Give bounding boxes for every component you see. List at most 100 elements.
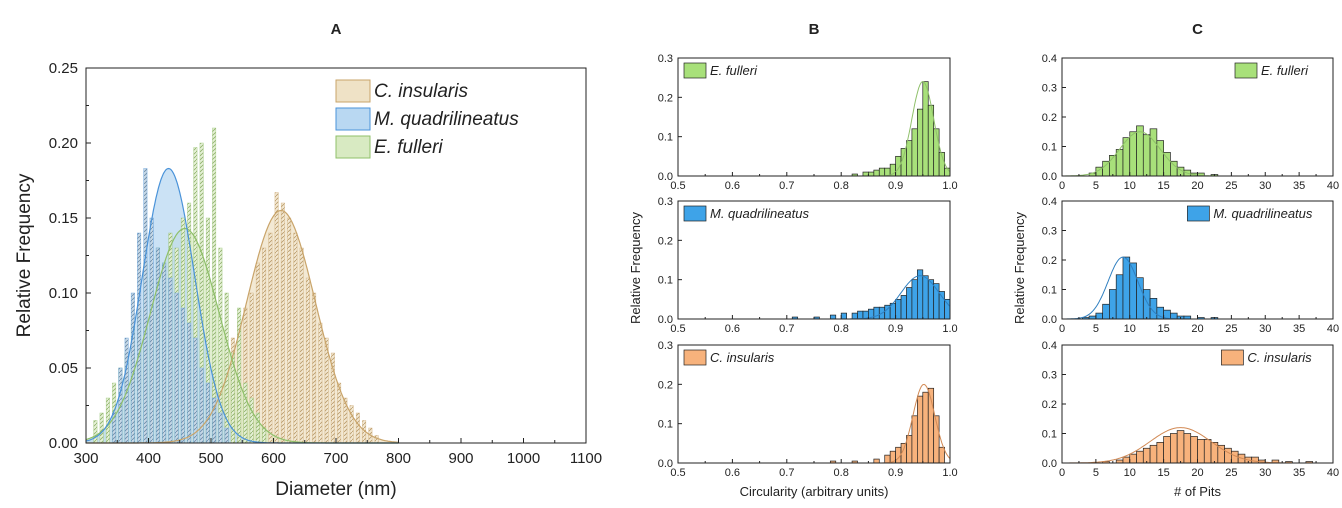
legend-label: E. fulleri [1261,63,1309,78]
x-tick-label: 35 [1293,180,1305,192]
x-tick-label: 5 [1093,323,1099,335]
histogram-bar [1198,439,1205,463]
legend-swatch [336,80,370,102]
histogram-bar [830,315,835,319]
x-tick-label: 0.7 [779,180,794,192]
histogram-bar [852,313,857,319]
y-tick-label: 0.3 [658,340,673,352]
x-tick-label: 25 [1225,323,1237,335]
histogram-bar [1130,132,1137,176]
y-tick-label: 0.1 [658,275,673,287]
bar-c-insularis [262,248,265,443]
bar-c-insularis [325,338,328,443]
y-tick-label: 0.00 [49,435,78,452]
histogram-bar [917,109,922,176]
y-tick-label: 0.0 [658,171,673,183]
bar-m-quadrilineatus [131,293,134,443]
y-tick-label: 0.2 [1042,112,1057,124]
legend-label: M. quadrilineatus [374,109,519,130]
x-axis-label: Diameter (nm) [275,479,396,500]
panel-b-title: B [809,21,820,38]
x-tick-label: 25 [1225,180,1237,192]
y-tick-label: 0.1 [1042,285,1057,297]
histogram-bar [841,313,846,319]
x-tick-label: 0.7 [779,323,794,335]
legend-swatch [684,206,706,221]
y-tick-label: 0.15 [49,210,78,227]
x-tick-label: 15 [1158,180,1170,192]
bar-e-fulleri [212,128,215,443]
panel-a-title: A [331,21,342,38]
bar-e-fulleri [106,398,109,443]
histogram-bar [912,416,917,463]
y-tick-label: 0.1 [658,132,673,144]
x-tick-label: 300 [73,450,98,467]
bar-c-insularis [294,233,297,443]
bar-m-quadrilineatus [219,413,222,443]
histogram-bar [1137,278,1144,319]
x-tick-label: 30 [1259,467,1271,479]
y-tick-label: 0.3 [1042,226,1057,238]
histogram-bar [1143,448,1150,463]
histogram-bar [912,280,917,319]
histogram-bar [1177,431,1184,463]
x-tick-label: 500 [198,450,223,467]
legend-label: C. insularis [710,350,775,365]
panel-b-x-axis-label: Circularity (arbitrary units) [740,484,889,499]
x-tick-label: 0.8 [834,467,849,479]
bar-c-insularis [356,413,359,443]
y-tick-label: 0.2 [658,235,673,247]
panel-b: B 0.5 0.6 0.7 0.8 0.9 1.0 0.0 0.1 0.2 0.3 E. fuller… [628,21,958,499]
x-tick-label: 35 [1293,323,1305,335]
histogram-bar [1143,290,1150,320]
histogram-bar [1103,161,1110,176]
panel-c-y-axis-label: Relative Frequency [1012,212,1027,324]
bar-m-quadrilineatus [156,248,159,443]
histogram-bar [1157,442,1164,463]
histogram-bar [939,447,944,463]
y-tick-label: 0.1 [658,419,673,431]
histogram-bar [934,129,939,176]
x-tick-label: 40 [1327,180,1339,192]
y-tick-label: 0.4 [1042,53,1057,65]
bar-c-insularis [275,193,278,444]
x-tick-label: 800 [386,450,411,467]
x-tick-label: 1100 [570,450,602,467]
bar-m-quadrilineatus [175,293,178,443]
bar-m-quadrilineatus [150,218,153,443]
bar-c-insularis [319,323,322,443]
histogram-bar [896,156,901,176]
bar-m-quadrilineatus [187,323,190,443]
y-tick-label: 0.10 [49,285,78,302]
x-tick-label: 30 [1259,180,1271,192]
y-tick-label: 0.4 [1042,340,1057,352]
histogram-bar [928,280,933,319]
histogram-bar [923,392,928,463]
y-tick-label: 0.4 [1042,196,1057,208]
bar-m-quadrilineatus [225,428,228,443]
histogram-bar [1123,257,1130,319]
histogram-bar [1150,445,1157,463]
histogram-bar [945,299,950,319]
histogram-bar [1150,129,1157,176]
histogram-bar [879,168,884,176]
histogram-bar [1096,313,1103,319]
y-tick-label: 0.25 [49,60,78,77]
panel-c-title: C [1192,21,1203,38]
panel-b-y-axis-label: Relative Frequency [628,212,643,324]
legend-swatch [684,63,706,78]
bar-e-fulleri [250,398,253,443]
y-tick-label: 0.1 [1042,429,1057,441]
bar-e-fulleri [262,428,265,443]
x-tick-label: 0.6 [725,323,740,335]
y-tick-label: 0.0 [658,314,673,326]
histogram-bar [896,299,901,319]
x-tick-label: 25 [1225,467,1237,479]
x-tick-label: 400 [136,450,161,467]
legend-label: E. fulleri [374,137,443,158]
histogram-bar [868,172,873,176]
y-tick-label: 0.0 [1042,458,1057,470]
x-tick-label: 0 [1059,467,1065,479]
x-tick-label: 5 [1093,180,1099,192]
